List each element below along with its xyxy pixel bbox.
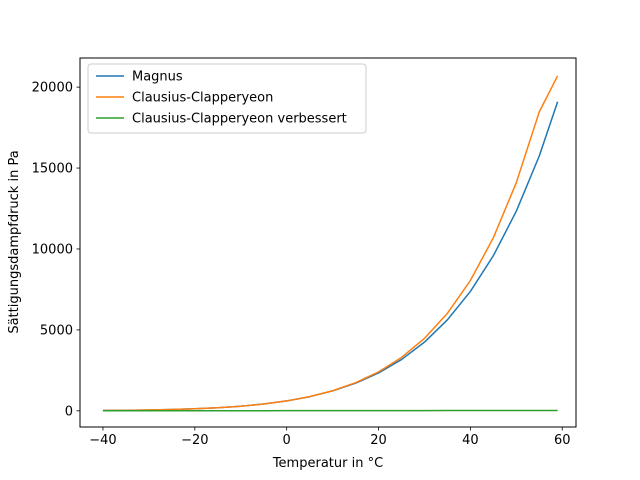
legend-label-3: Clausius-Clapperyeon verbessert xyxy=(132,112,347,127)
series-lines xyxy=(102,75,559,412)
legend: Magnus Clausius-Clapperyeon Clausius-Clapp… xyxy=(87,63,367,134)
x-tick-label: 40 xyxy=(462,433,479,448)
series-line-2 xyxy=(102,75,559,412)
y-tick-label: 15000 xyxy=(32,162,73,177)
x-tick-label: 0 xyxy=(283,433,291,448)
y-axis-ticks: 0 5000 10000 15000 20000 xyxy=(32,81,80,419)
x-tick-label: 60 xyxy=(554,433,571,448)
x-axis-ticks: −40 −20 0 20 40 60 xyxy=(89,427,570,448)
y-tick-label: 0 xyxy=(65,404,73,419)
x-axis-label: Temperatur in °C xyxy=(272,456,383,471)
legend-label-2: Clausius-Clapperyeon xyxy=(132,91,273,106)
x-tick-label: −20 xyxy=(181,433,208,448)
y-tick-label: 10000 xyxy=(32,242,73,257)
y-tick-label: 5000 xyxy=(40,323,73,338)
y-tick-label: 20000 xyxy=(32,81,73,96)
x-tick-label: 20 xyxy=(370,433,387,448)
y-axis-label: Sättigungsdampfdruck in Pa xyxy=(7,150,22,333)
legend-box xyxy=(87,63,367,134)
legend-label-1: Magnus xyxy=(132,70,183,85)
plot-frame xyxy=(79,57,577,428)
x-tick-label: −40 xyxy=(89,433,116,448)
